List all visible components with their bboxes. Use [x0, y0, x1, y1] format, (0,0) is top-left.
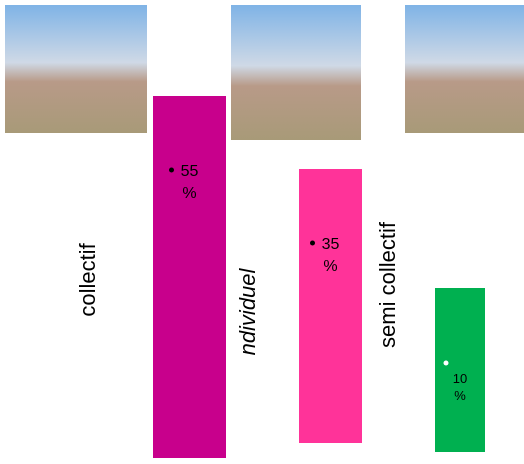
value-label-part: % — [454, 388, 466, 403]
bar — [153, 96, 226, 458]
bullet — [443, 360, 449, 366]
category-label: semi collectif — [375, 221, 400, 348]
bullet — [169, 167, 174, 173]
bar — [299, 169, 362, 443]
bar — [435, 288, 485, 452]
category-label: ndividuel — [235, 267, 260, 355]
value-label-part: 55 — [181, 163, 199, 180]
value-label-part: % — [182, 185, 196, 202]
value-label-part: 10 — [453, 371, 467, 386]
value-label: 10% — [453, 371, 467, 403]
photo — [5, 5, 147, 133]
bullet — [310, 240, 315, 246]
value-label: 55% — [181, 163, 199, 202]
value-label-part: 35 — [322, 236, 340, 253]
photo — [231, 5, 361, 140]
category-label: collectif — [75, 242, 100, 316]
value-label: 35% — [322, 236, 340, 275]
photo — [405, 5, 524, 133]
value-label-part: % — [323, 258, 337, 275]
